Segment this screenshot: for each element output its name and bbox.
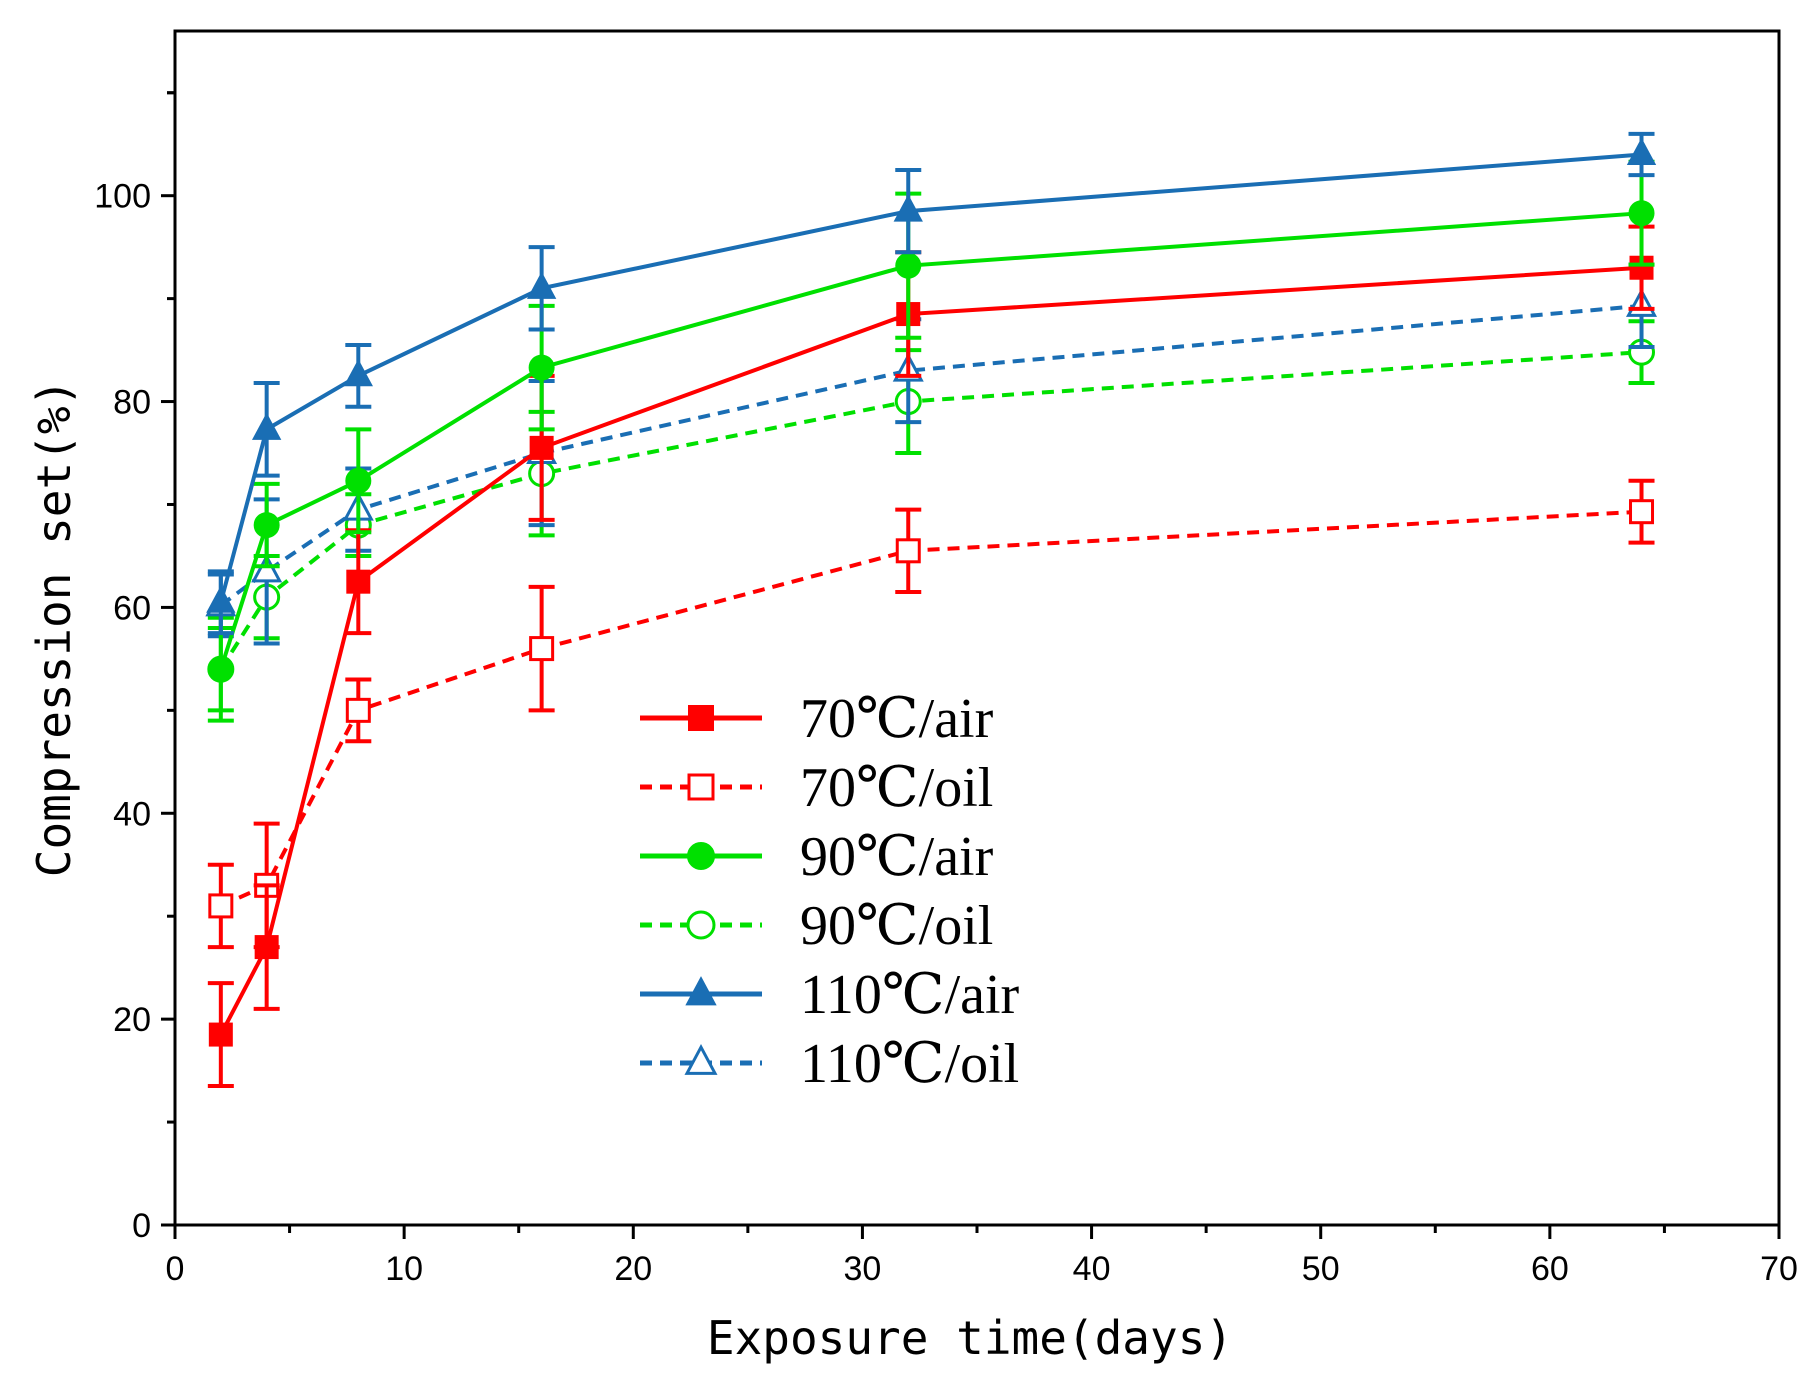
legend-marker [686,910,716,940]
series-110℃/air [206,131,1657,636]
x-tick-label: 70 [1760,1250,1798,1288]
y-tick-label: 100 [94,178,151,216]
x-tick-label: 30 [844,1250,882,1288]
data-point [1628,200,1655,227]
data-point [253,512,280,539]
series-line [218,152,1642,603]
data-point [529,636,555,662]
data-point [254,935,279,960]
data-point [345,697,371,723]
x-tick-label: 0 [166,1250,185,1288]
series-70℃/oil [207,478,1655,950]
data-point [206,585,236,613]
data-point [208,1022,233,1047]
legend-item: 110℃/air [640,964,1020,1026]
y-tick-label: 0 [132,1207,151,1245]
legend-item: 90℃/oil [640,895,993,957]
data-point [895,538,921,564]
series-line [218,211,1642,670]
data-point [343,359,373,387]
legend-item: 90℃/air [640,826,994,888]
plot-area [205,131,1658,1089]
legend-marker [687,842,715,870]
x-tick-label: 40 [1073,1250,1111,1288]
data-point [895,252,922,279]
legend-label: 70℃/oil [800,757,993,819]
data-point [528,354,555,381]
data-point [526,271,557,299]
series-line [219,265,1642,1036]
data-point [207,656,234,683]
y-tick-label: 80 [113,384,151,422]
data-point [208,893,234,919]
x-tick-label: 20 [614,1250,652,1288]
axes: 0 10 20 30 40 50 60 70 0 20 40 60 80 100 [94,91,1798,1288]
legend-label: 110℃/oil [800,1033,1019,1095]
legend: 70℃/air 70℃/oil 90℃/air 90℃/oil 110℃/air 110℃… [640,688,1020,1095]
legend-label: 70℃/air [800,688,994,750]
legend-marker [684,1044,718,1075]
x-tick-label: 60 [1531,1250,1569,1288]
x-tick-label: 50 [1302,1250,1340,1288]
data-point [1629,499,1655,525]
data-point [251,553,283,583]
legend-marker [688,705,714,731]
legend-item: 70℃/oil [640,757,993,819]
series-line [219,350,1642,671]
legend-marker [685,976,717,1006]
legend-item: 110℃/oil [640,1033,1019,1095]
legend-marker [687,773,715,801]
legend-item: 70℃/air [640,688,994,750]
data-point [346,569,371,594]
data-point [529,435,554,460]
data-point [251,412,282,440]
y-tick-label: 20 [113,1001,151,1039]
legend-label: 90℃/air [800,826,994,888]
y-axis-title: Compression set(%) [27,379,81,878]
x-tick-label: 10 [385,1250,423,1288]
data-point [893,194,923,222]
data-point [1626,137,1657,166]
x-axis-title: Exposure time(days) [707,1311,1233,1365]
data-point [345,467,372,494]
y-tick-label: 40 [113,795,151,833]
legend-label: 110℃/air [800,964,1020,1026]
y-tick-label: 60 [113,589,151,627]
legend-label: 90℃/oil [800,895,993,957]
